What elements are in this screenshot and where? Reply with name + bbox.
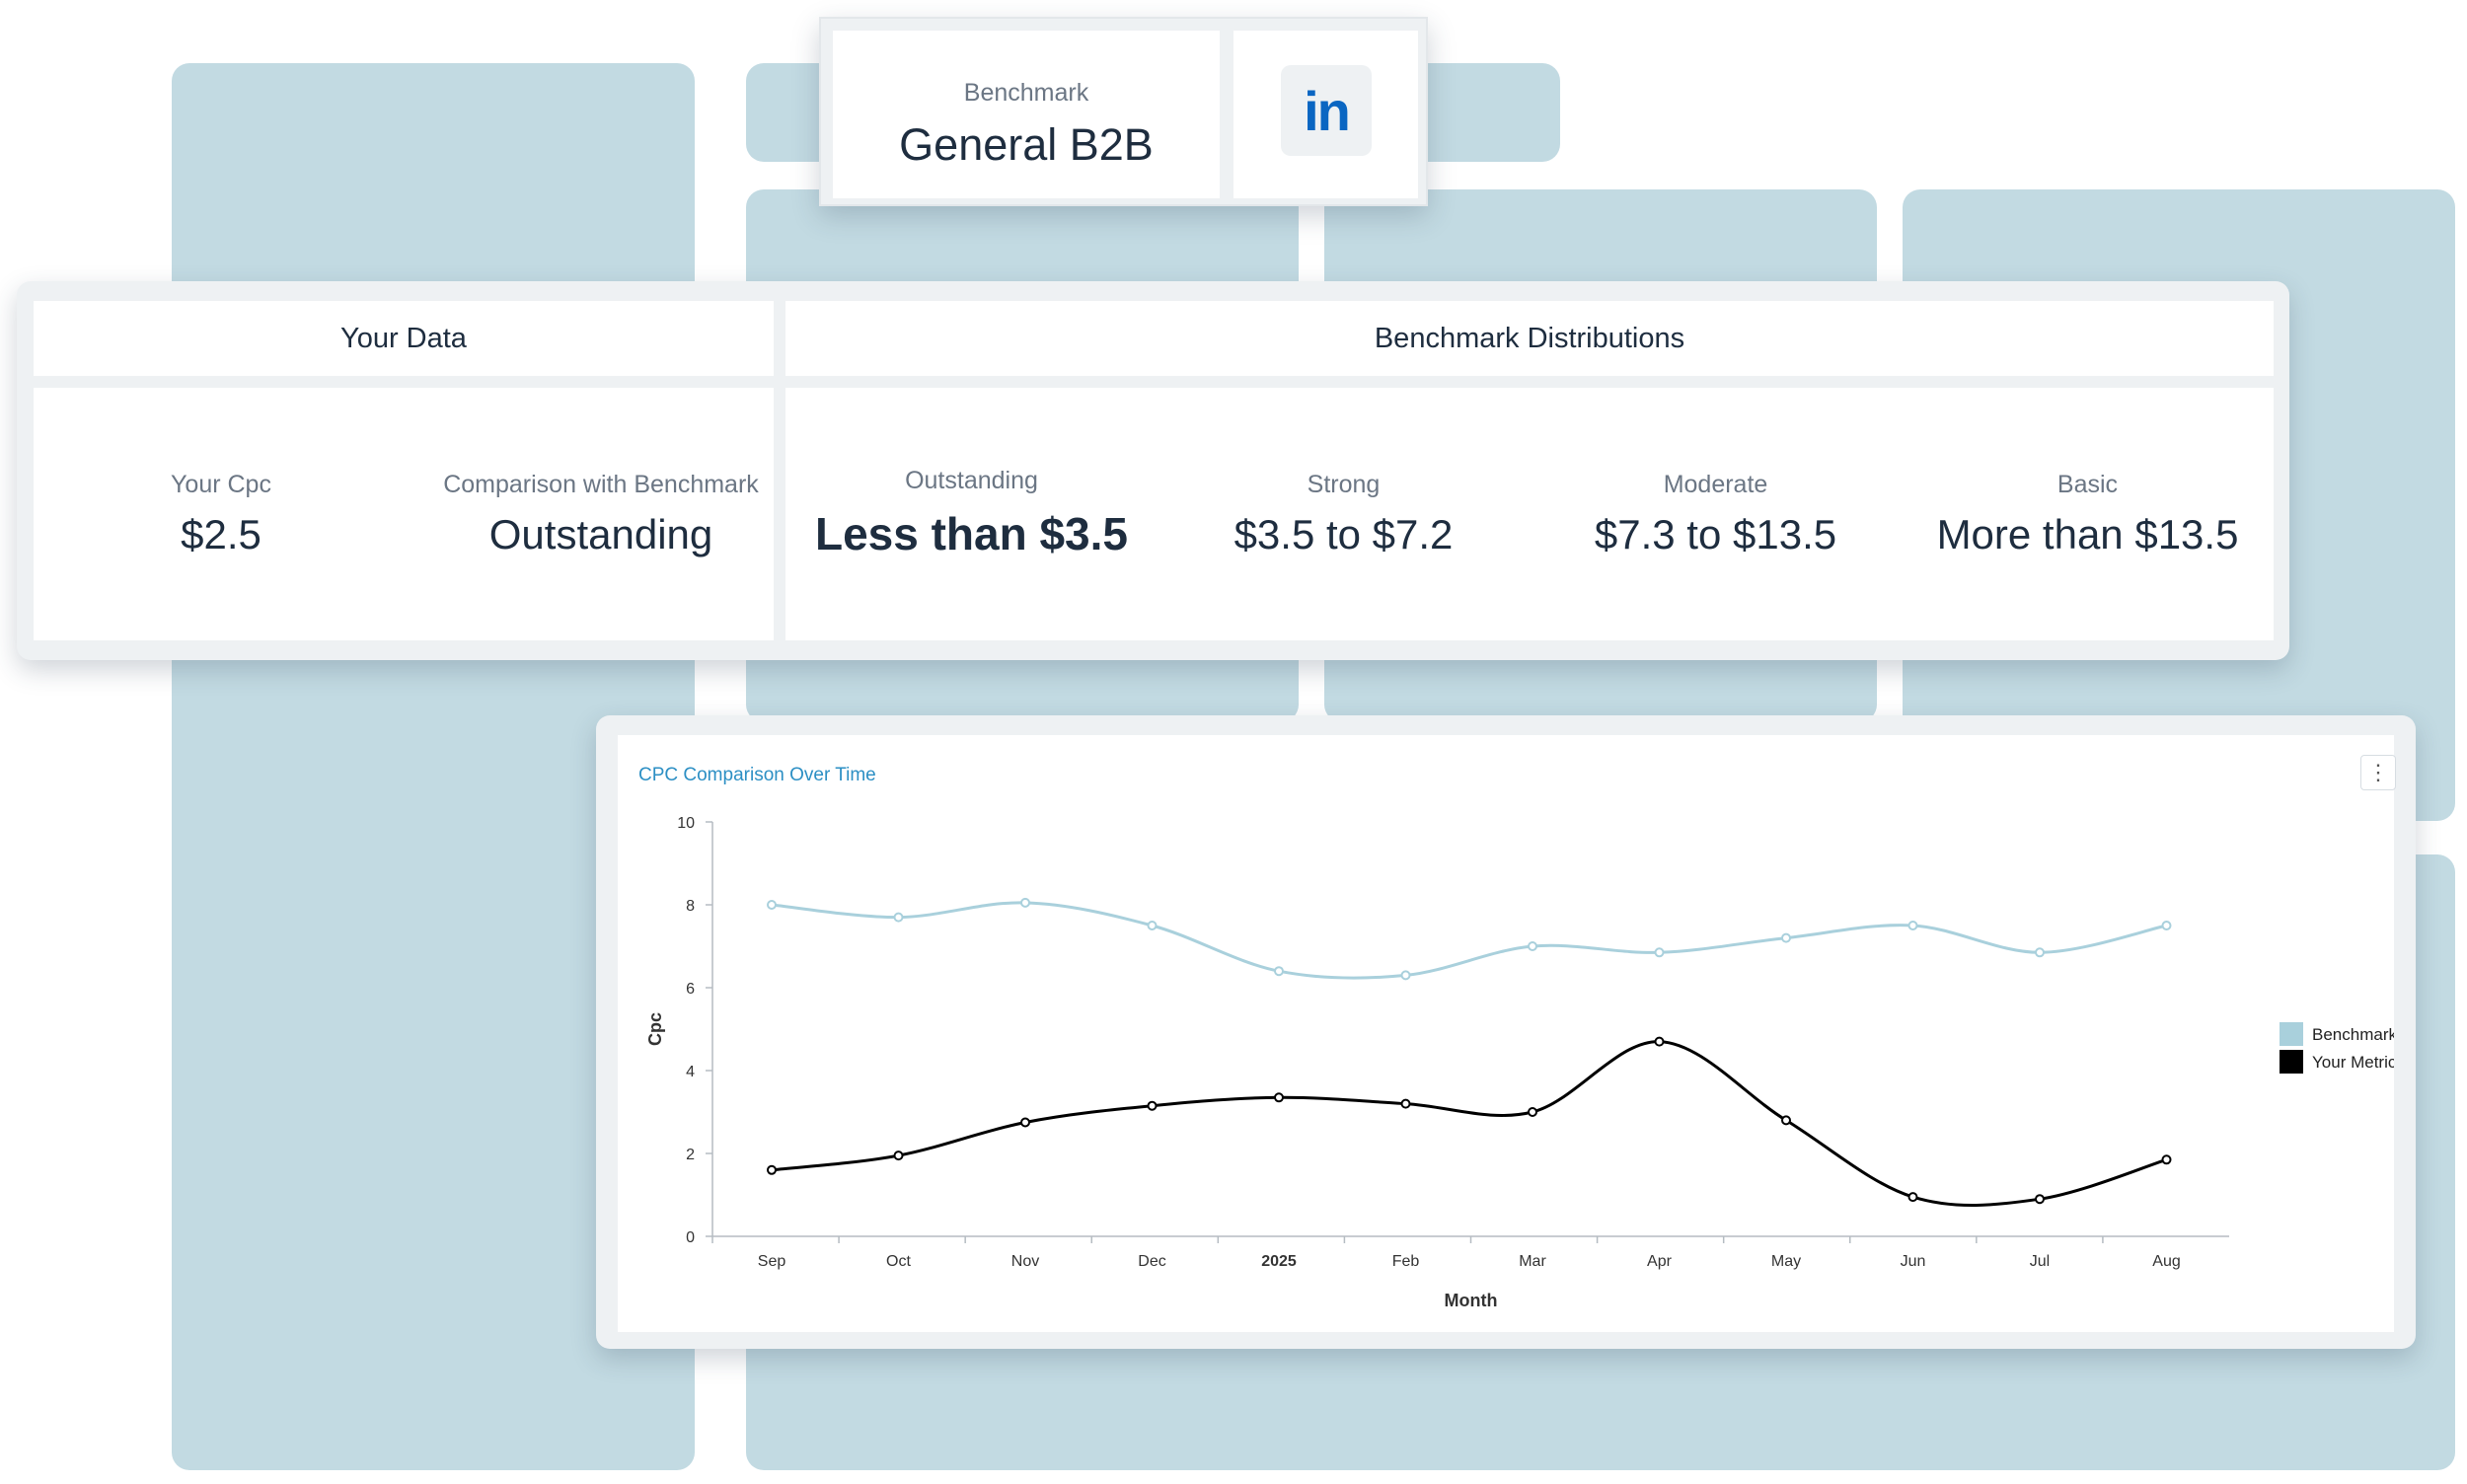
chart-card: CPC Comparison Over Time ⋮ 0 2 4 6 8 10 Sep Oct…: [618, 735, 2396, 1332]
benchmark-value: General B2B: [899, 119, 1154, 170]
platform-selector[interactable]: in: [1234, 31, 1418, 198]
tier-label: Outstanding: [905, 467, 1038, 494]
benchmark-point: [1147, 921, 1158, 930]
tier-strong: Strong $3.5 to $7.2: [1158, 471, 1530, 558]
y-tick-label: 10: [677, 815, 695, 832]
benchmark-point: [2035, 947, 2045, 958]
x-tick-label: Oct: [886, 1253, 911, 1270]
x-tick-label: Dec: [1138, 1253, 1165, 1270]
benchmark-point: [1020, 897, 1030, 908]
tier-label: Moderate: [1663, 471, 1768, 498]
tier-value: $3.5 to $7.2: [1234, 511, 1454, 557]
y-tick-label: 8: [686, 898, 695, 915]
kebab-menu-icon[interactable]: ⋮: [2360, 755, 2396, 790]
tier-outstanding: Outstanding Less than $3.5: [785, 467, 1158, 560]
legend-label: Your Metric: [2312, 1053, 2394, 1072]
tier-label: Basic: [2056, 471, 2119, 498]
x-tick-label: Mar: [1519, 1253, 1546, 1270]
your-metric-point: [1274, 1092, 1284, 1103]
benchmark-point: [1274, 966, 1284, 977]
your-metric-point: [1781, 1115, 1791, 1126]
your-cpc-label: Your Cpc: [171, 471, 271, 498]
x-tick-label: Sep: [758, 1253, 786, 1270]
your-metric-point: [1400, 1098, 1411, 1109]
your-metric-point: [1528, 1107, 1537, 1117]
cpc-line-chart: 0 2 4 6 8 10 Sep Oct Nov Dec 2025 Feb Mar Apr May Jun Ju…: [645, 815, 2394, 1310]
benchmark-selector[interactable]: Benchmark General B2B: [833, 31, 1220, 198]
your-metric-point: [1907, 1192, 1918, 1203]
y-tick-label: 0: [686, 1229, 695, 1246]
your-data-header: Your Data: [34, 301, 774, 376]
tier-value: Less than $3.5: [814, 508, 1129, 559]
your-cpc-metric: Your Cpc $2.5: [73, 471, 369, 558]
x-tick-label: Jun: [1901, 1253, 1926, 1270]
your-metric-point: [2035, 1194, 2045, 1205]
your-cpc-value: $2.5: [181, 511, 262, 557]
x-tick-label: Feb: [1392, 1253, 1420, 1270]
y-tick-label: 2: [686, 1147, 695, 1163]
legend-swatch: [2280, 1050, 2303, 1074]
x-tick-label: Jul: [2030, 1253, 2050, 1270]
x-tick-label: Aug: [2152, 1253, 2180, 1270]
comparison-label: Comparison with Benchmark: [443, 471, 759, 498]
benchmark-point: [2161, 921, 2172, 930]
your-metric-point: [1147, 1100, 1158, 1111]
benchmark-point: [1400, 970, 1411, 981]
tier-label: Strong: [1307, 471, 1381, 498]
tier-basic: Basic More than $13.5: [1902, 471, 2274, 558]
tier-moderate: Moderate $7.3 to $13.5: [1530, 471, 1902, 558]
benchmark-data-panel: Your Data Benchmark Distributions Your C…: [17, 281, 2289, 660]
y-tick-label: 6: [686, 981, 695, 998]
your-metric-point: [2161, 1154, 2172, 1165]
x-axis-title: Month: [1445, 1291, 1498, 1310]
legend-label: Benchmark: [2312, 1025, 2394, 1044]
tier-value: More than $13.5: [1936, 511, 2239, 557]
x-tick-label: May: [1771, 1253, 1801, 1270]
distributions-body: Outstanding Less than $3.5 Strong $3.5 t…: [785, 388, 2274, 640]
x-tick-label: 2025: [1261, 1253, 1297, 1270]
chart-title: CPC Comparison Over Time: [638, 765, 876, 785]
x-tick-label: Nov: [1011, 1253, 1039, 1270]
linkedin-icon: in: [1281, 65, 1372, 156]
comparison-metric: Comparison with Benchmark Outstanding: [433, 471, 769, 558]
tier-value: $7.3 to $13.5: [1594, 511, 1837, 557]
benchmark-point: [893, 912, 904, 923]
your-metric-series-line: [771, 1040, 2167, 1207]
benchmark-label: Benchmark: [963, 79, 1089, 107]
your-metric-point: [1020, 1117, 1030, 1128]
legend-swatch: [2280, 1022, 2303, 1046]
benchmark-point: [1654, 947, 1665, 958]
distributions-header: Benchmark Distributions: [785, 301, 2274, 376]
x-tick-label: Apr: [1647, 1253, 1673, 1270]
your-metric-point: [893, 1150, 904, 1161]
your-metric-point: [1654, 1036, 1665, 1047]
benchmark-point: [1907, 921, 1918, 930]
benchmark-point: [1781, 932, 1791, 943]
benchmark-series-line: [771, 901, 2167, 980]
benchmark-point: [1528, 941, 1537, 951]
comparison-value: Outstanding: [488, 511, 713, 557]
benchmark-card: Benchmark General B2B in: [819, 17, 1428, 206]
your-metric-point: [767, 1164, 777, 1175]
your-data-body: Your Cpc $2.5 Comparison with Benchmark …: [34, 388, 774, 640]
y-axis-title: Cpc: [645, 1012, 665, 1046]
benchmark-point: [767, 900, 777, 910]
y-tick-label: 4: [686, 1064, 695, 1080]
chart-panel: CPC Comparison Over Time ⋮ 0 2 4 6 8 10 Sep Oct…: [596, 715, 2416, 1349]
